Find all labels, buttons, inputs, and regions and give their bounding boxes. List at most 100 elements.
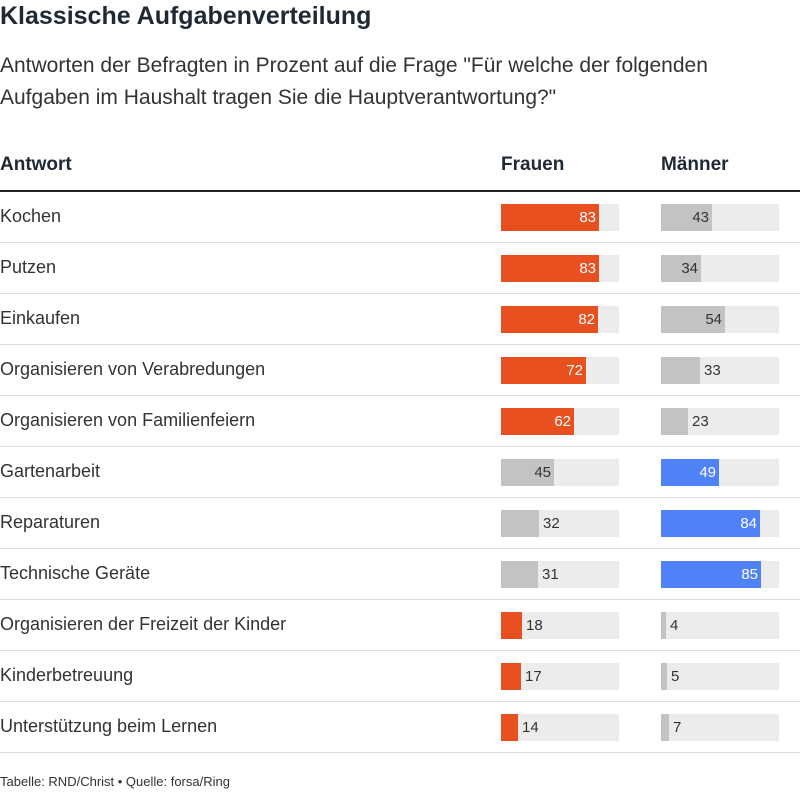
value-label-maenner: 49	[699, 464, 716, 481]
bar-maenner	[661, 612, 666, 639]
value-label-frauen: 72	[566, 362, 583, 379]
bar-cell-maenner: 85	[661, 561, 779, 588]
table-row: Reparaturen 32 84	[0, 498, 800, 549]
bar-maenner	[661, 408, 688, 435]
bar-cell-maenner: 43	[661, 204, 779, 231]
bar-cell-frauen: 18	[501, 612, 619, 639]
bar-frauen	[501, 306, 598, 333]
bar-cell-frauen: 72	[501, 357, 619, 384]
column-header-frauen: Frauen	[501, 154, 565, 175]
bar-frauen	[501, 510, 539, 537]
table-row: Unterstützung beim Lernen 14 7	[0, 702, 800, 753]
row-label: Kochen	[0, 206, 62, 226]
bar-maenner	[661, 357, 700, 384]
bar-cell-frauen: 17	[501, 663, 619, 690]
bar-maenner	[661, 714, 669, 741]
value-label-maenner: 43	[692, 209, 709, 226]
bar-maenner	[661, 255, 701, 282]
bar-cell-maenner: 33	[661, 357, 779, 384]
value-label-frauen: 83	[579, 209, 596, 226]
row-label: Kinderbetreuung	[0, 665, 134, 685]
bar-cell-maenner: 49	[661, 459, 779, 486]
bar-cell-frauen: 32	[501, 510, 619, 537]
table-header: Antwort Frauen Männer	[0, 150, 800, 192]
bar-frauen	[501, 561, 538, 588]
row-label: Organisieren von Verabredungen	[0, 359, 266, 379]
source-footer: Tabelle: RND/Christ • Quelle: forsa/Ring	[0, 774, 230, 789]
bar-maenner	[661, 459, 719, 486]
table-row: Organisieren der Freizeit der Kinder 18 4	[0, 600, 800, 651]
value-label-maenner: 7	[673, 719, 682, 736]
bar-track	[661, 663, 779, 690]
table-body: Kochen 83 43 Putzen 83 34 Einkaufen 82 54 Organis…	[0, 192, 800, 753]
value-label-maenner: 34	[681, 260, 698, 277]
bar-frauen	[501, 408, 574, 435]
bar-track	[501, 714, 619, 741]
table-row: Gartenarbeit 45 49	[0, 447, 800, 498]
bar-cell-maenner: 7	[661, 714, 779, 741]
column-header-maenner: Männer	[661, 154, 729, 175]
table-row: Kinderbetreuung 17 5	[0, 651, 800, 702]
bar-frauen	[501, 612, 522, 639]
bar-frauen	[501, 714, 518, 741]
bar-cell-frauen: 83	[501, 204, 619, 231]
bar-cell-maenner: 84	[661, 510, 779, 537]
bar-cell-frauen: 31	[501, 561, 619, 588]
bar-maenner	[661, 204, 712, 231]
bar-frauen	[501, 357, 586, 384]
bar-cell-frauen: 82	[501, 306, 619, 333]
row-label: Gartenarbeit	[0, 461, 101, 481]
value-label-frauen: 31	[542, 566, 559, 583]
value-label-frauen: 18	[526, 617, 543, 634]
value-label-maenner: 23	[692, 413, 709, 430]
table-row: Technische Geräte 31 85	[0, 549, 800, 600]
bar-cell-maenner: 5	[661, 663, 779, 690]
table-row: Kochen 83 43	[0, 192, 800, 243]
value-label-frauen: 32	[543, 515, 560, 532]
value-label-maenner: 4	[670, 617, 679, 634]
row-label: Reparaturen	[0, 512, 101, 532]
bar-cell-frauen: 62	[501, 408, 619, 435]
bar-track	[661, 714, 779, 741]
bar-cell-frauen: 14	[501, 714, 619, 741]
row-label: Organisieren der Freizeit der Kinder	[0, 614, 287, 634]
value-label-frauen: 82	[578, 311, 595, 328]
row-label: Einkaufen	[0, 308, 81, 328]
value-label-maenner: 84	[740, 515, 757, 532]
bar-frauen	[501, 459, 554, 486]
row-label: Organisieren von Familienfeiern	[0, 410, 256, 430]
chart-subtitle: Antworten der Befragten in Prozent auf d…	[0, 54, 708, 109]
table-row: Organisieren von Familienfeiern 62 23	[0, 396, 800, 447]
row-label: Technische Geräte	[0, 563, 151, 583]
bar-maenner	[661, 561, 761, 588]
bar-cell-maenner: 23	[661, 408, 779, 435]
bar-cell-maenner: 54	[661, 306, 779, 333]
column-header-antwort: Antwort	[0, 154, 72, 175]
value-label-maenner: 33	[704, 362, 721, 379]
bar-cell-frauen: 45	[501, 459, 619, 486]
value-label-frauen: 45	[534, 464, 551, 481]
row-label: Putzen	[0, 257, 57, 277]
bar-cell-maenner: 34	[661, 255, 779, 282]
value-label-frauen: 14	[522, 719, 539, 736]
value-label-frauen: 62	[554, 413, 571, 430]
table-row: Putzen 83 34	[0, 243, 800, 294]
table-row: Organisieren von Verabredungen 72 33	[0, 345, 800, 396]
row-label: Unterstützung beim Lernen	[0, 716, 218, 736]
bar-frauen	[501, 204, 599, 231]
value-label-frauen: 17	[525, 668, 542, 685]
bar-track	[661, 612, 779, 639]
value-label-maenner: 85	[741, 566, 758, 583]
chart-title: Klassische Aufgabenverteilung	[0, 2, 372, 30]
value-label-maenner: 5	[671, 668, 680, 685]
bar-maenner	[661, 510, 760, 537]
bar-frauen	[501, 663, 521, 690]
bar-cell-maenner: 4	[661, 612, 779, 639]
bar-cell-frauen: 83	[501, 255, 619, 282]
bar-maenner	[661, 306, 725, 333]
value-label-frauen: 83	[579, 260, 596, 277]
table-row: Einkaufen 82 54	[0, 294, 800, 345]
bar-frauen	[501, 255, 599, 282]
value-label-maenner: 54	[705, 311, 722, 328]
bar-maenner	[661, 663, 667, 690]
